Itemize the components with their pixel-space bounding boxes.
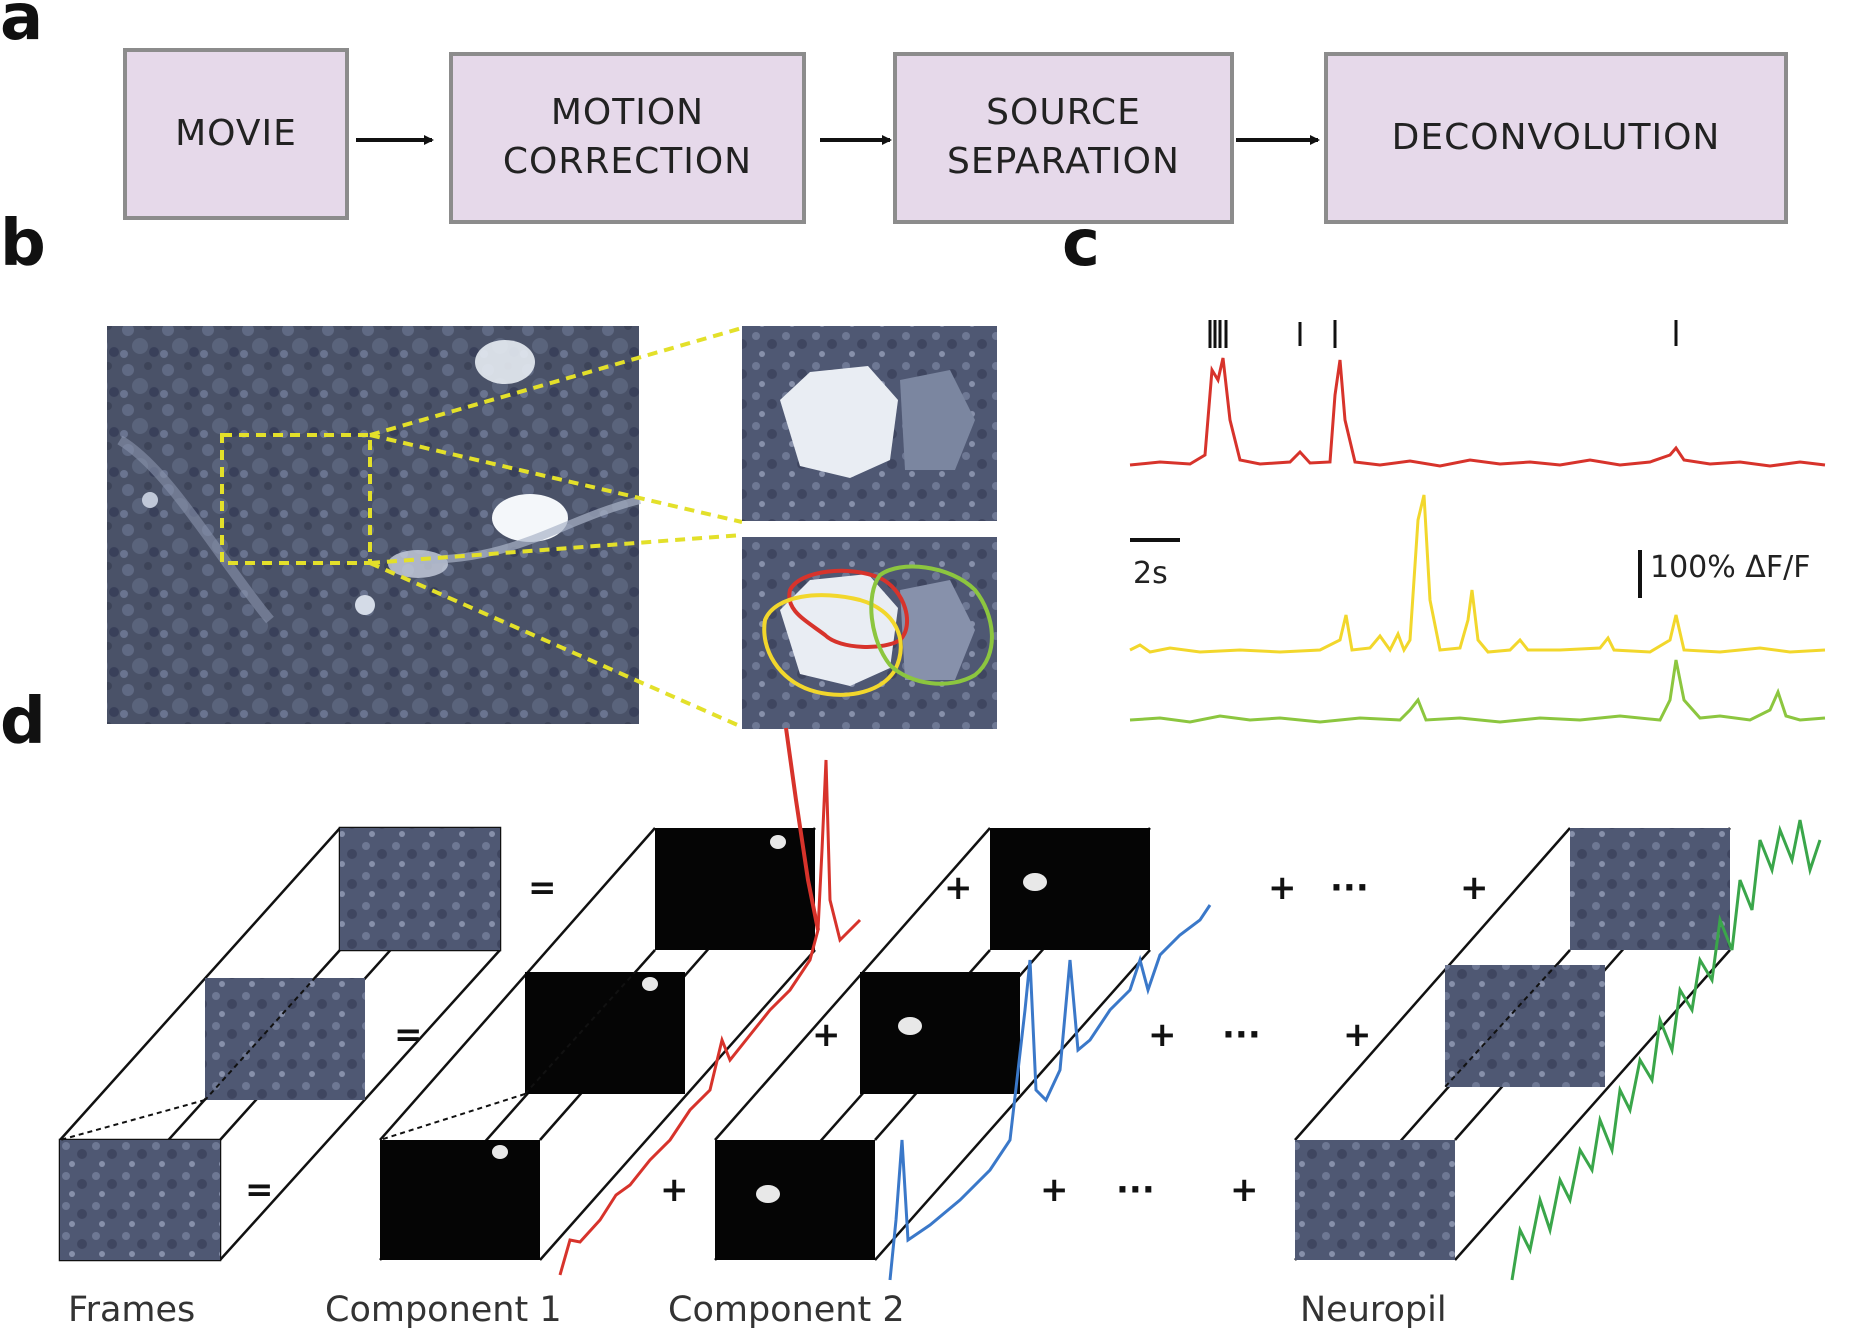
panel-d-letter: d — [0, 685, 46, 759]
time-scale-label: 2s — [1133, 556, 1168, 591]
neuropil-trace — [1510, 819, 1822, 1281]
frame-thumb-3 — [60, 1140, 220, 1260]
zoom-lines — [369, 326, 743, 729]
ellipsis-row-2: ··· — [1222, 1015, 1261, 1055]
neuropil-label: Neuropil — [1300, 1290, 1447, 1330]
component-1-frame-2 — [525, 972, 685, 1094]
trace-red — [1129, 357, 1826, 468]
step-source-separation: SOURCE SEPARATION — [893, 52, 1234, 224]
step-motion-correction: MOTION CORRECTION — [449, 52, 806, 224]
plus-c1-row-1: + — [944, 868, 973, 908]
trace-yellow — [1129, 494, 1826, 654]
component-1-label: Component 1 — [325, 1290, 562, 1330]
component-2-frame-3 — [715, 1140, 875, 1260]
plus-c2-row-1: + — [1268, 868, 1297, 908]
plus-np-row-2: + — [1343, 1015, 1372, 1055]
ellipsis-row-3: ··· — [1116, 1170, 1155, 1210]
plus-c2-row-2: + — [1148, 1015, 1177, 1055]
component-2-frame-1 — [990, 828, 1150, 950]
frames-label: Frames — [68, 1290, 196, 1330]
spike-raster — [1208, 320, 1678, 348]
panel-a-letter: a — [0, 0, 44, 55]
stack-dashes — [59, 949, 1571, 1141]
plus-c1-row-3: + — [660, 1170, 689, 1210]
zoom-top-image — [742, 326, 997, 521]
amplitude-scale-label: 100% ΔF/F — [1650, 550, 1811, 585]
plus-np-row-1: + — [1460, 868, 1489, 908]
ellipsis-row-1: ··· — [1330, 868, 1369, 908]
fov-image — [107, 326, 641, 724]
component-1-trace — [558, 759, 862, 1276]
component-2-trace — [888, 904, 1212, 1281]
step-deconvolution: DECONVOLUTION — [1324, 52, 1788, 224]
plus-c2-row-3: + — [1040, 1170, 1069, 1210]
component-1-frame-3 — [380, 1140, 540, 1260]
component-2-frame-2 — [860, 972, 1020, 1094]
roi-outline-green — [869, 564, 994, 686]
trace-green — [1129, 659, 1826, 724]
red-connector — [784, 727, 820, 931]
zoom-bottom-image — [742, 537, 997, 729]
frame-thumb-1 — [340, 828, 500, 950]
equals-row-2: = — [394, 1015, 423, 1055]
equals-row-1: = — [528, 868, 557, 908]
frame-thumb-2 — [205, 978, 365, 1100]
neuropil-frame-1 — [1570, 828, 1730, 950]
component-2-label: Component 2 — [668, 1290, 905, 1330]
equals-row-3: = — [245, 1170, 274, 1210]
zoom-roi-box — [220, 433, 372, 565]
step-movie: MOVIE — [123, 48, 349, 220]
neuropil-frame-3 — [1295, 1140, 1455, 1260]
plus-np-row-3: + — [1230, 1170, 1259, 1210]
component-1-frame-1 — [655, 828, 815, 950]
neuropil-frame-2 — [1445, 965, 1605, 1087]
plus-c1-row-2: + — [812, 1015, 841, 1055]
panel-b-letter: b — [0, 207, 46, 281]
